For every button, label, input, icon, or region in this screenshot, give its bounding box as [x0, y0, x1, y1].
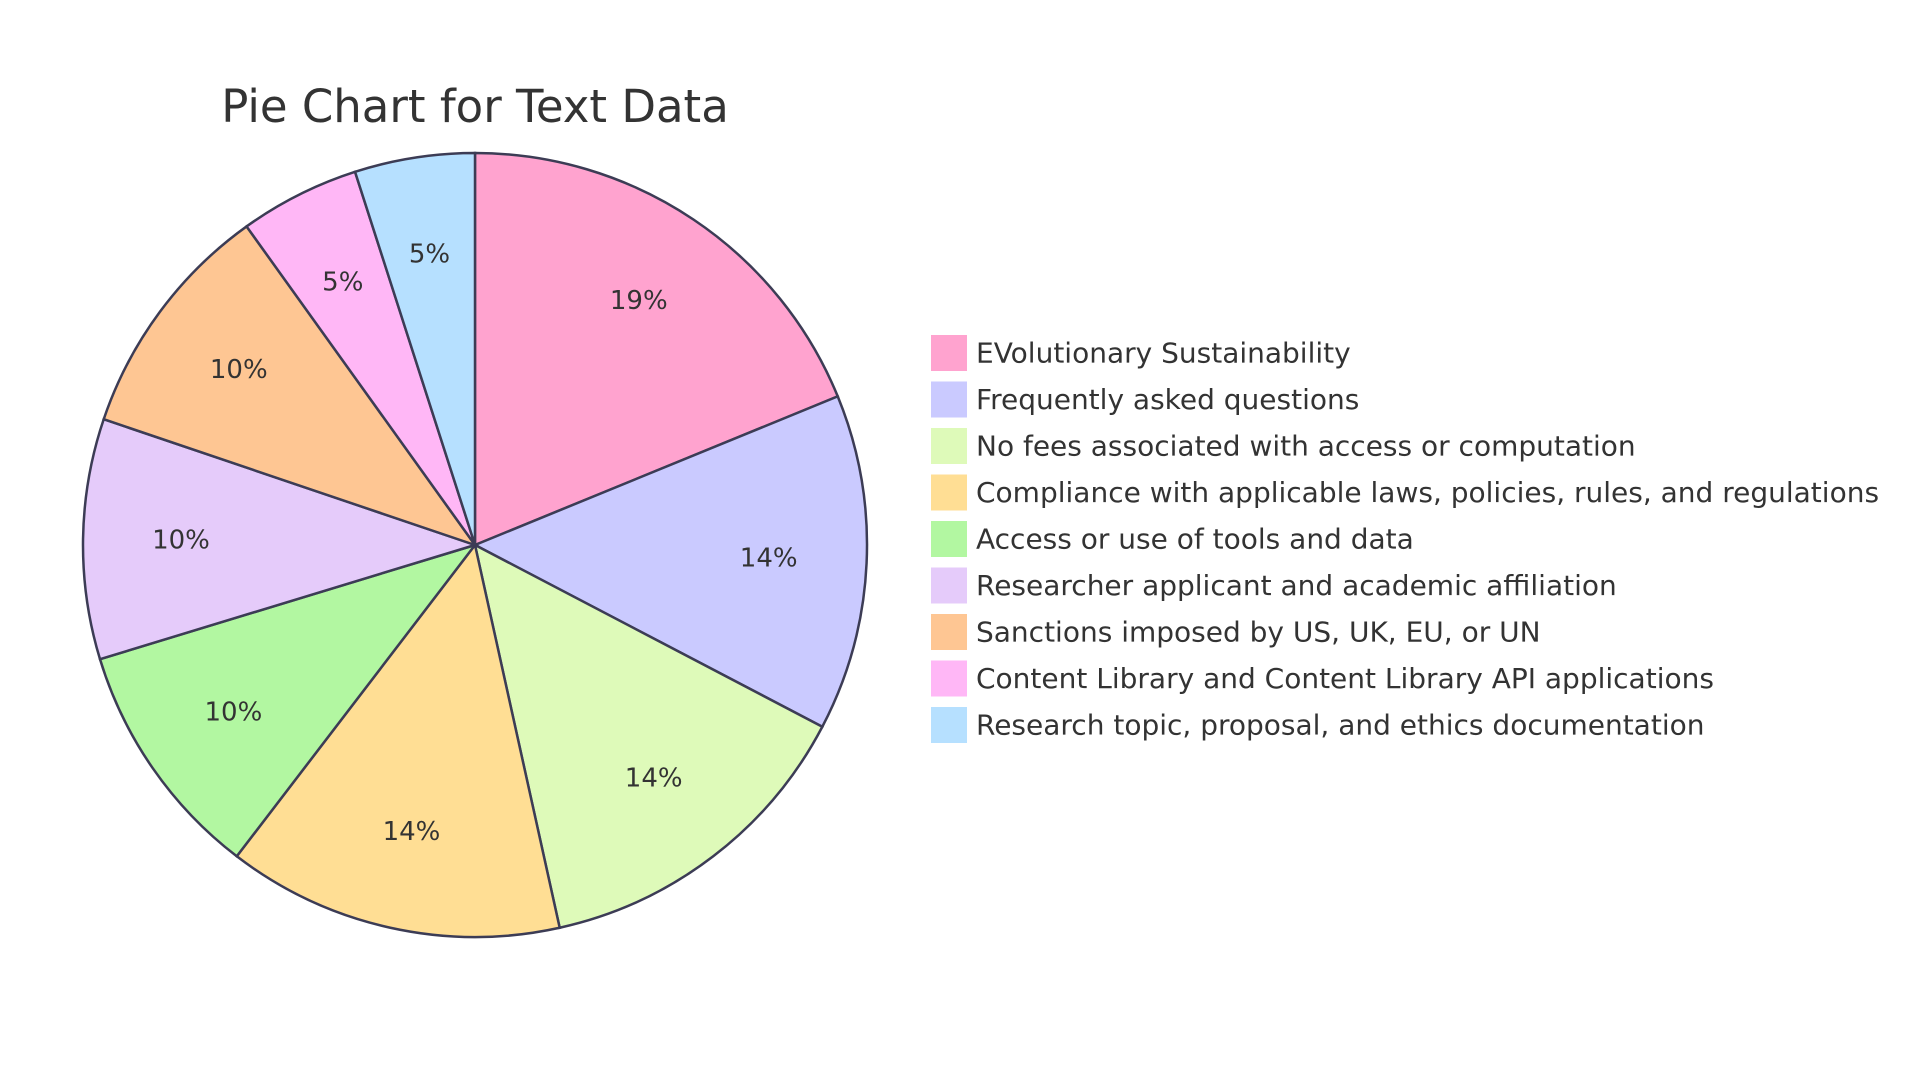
- slice-percent-label-1: 14%: [740, 544, 798, 574]
- pie-slice-6: [102, 224, 479, 548]
- slice-percent-label-3: 14%: [383, 817, 441, 847]
- legend-item-1: Frequently asked questions: [929, 379, 1359, 420]
- legend-item-8: Research topic, proposal, and ethics doc…: [929, 705, 1704, 745]
- legend-label-6: Sanctions imposed by US, UK, EU, or UN: [976, 616, 1541, 649]
- pie-slice-5: [81, 417, 480, 661]
- slice-percent-label-0: 19%: [610, 286, 668, 316]
- pie-slice-2: [473, 542, 825, 930]
- slice-percent-label-8: 5%: [409, 240, 450, 270]
- legend-label-1: Frequently asked questions: [976, 383, 1359, 416]
- pie-slice-1: [472, 394, 869, 729]
- chart-title: Pie Chart for Text Data: [221, 80, 729, 133]
- slice-percent-label-7: 5%: [322, 267, 363, 297]
- legend-item-7: Content Library and Content Library API …: [929, 658, 1714, 699]
- legend-swatch-5: [929, 565, 969, 606]
- legend-swatch-1: [929, 379, 969, 420]
- legend-swatch-8: [929, 705, 969, 745]
- legend-item-3: Compliance with applicable laws, policie…: [929, 472, 1879, 513]
- pie-slice-3: [235, 542, 562, 939]
- legend-swatch-2: [929, 426, 969, 466]
- legend-swatch-4: [929, 519, 969, 559]
- legend-label-5: Researcher applicant and academic affili…: [976, 569, 1617, 602]
- legend-label-3: Compliance with applicable laws, policie…: [976, 476, 1879, 509]
- legend-item-2: No fees associated with access or comput…: [929, 426, 1636, 466]
- legend-swatch-3: [929, 472, 969, 513]
- pie-slice-8: [353, 151, 477, 546]
- legend-swatch-7: [929, 658, 969, 699]
- legend: EVolutionary Sustainability Frequently as…: [929, 333, 1879, 745]
- legend-label-7: Content Library and Content Library API …: [976, 662, 1714, 695]
- slice-percent-label-2: 14%: [625, 764, 683, 794]
- slice-percent-label-4: 10%: [205, 698, 263, 728]
- legend-label-8: Research topic, proposal, and ethics doc…: [976, 709, 1704, 742]
- legend-label-2: No fees associated with access or comput…: [976, 430, 1636, 463]
- legend-item-4: Access or use of tools and data: [929, 519, 1414, 559]
- pie-slices: [81, 151, 869, 939]
- legend-item-5: Researcher applicant and academic affili…: [929, 565, 1617, 606]
- pie-slice-labels: 19% 14% 14% 14% 10% 10% 10% 5% 5%: [152, 240, 797, 848]
- legend-label-4: Access or use of tools and data: [976, 523, 1414, 556]
- legend-swatch-6: [929, 612, 969, 652]
- legend-item-6: Sanctions imposed by US, UK, EU, or UN: [929, 612, 1541, 652]
- pie-slice-4: [98, 542, 479, 859]
- pie-slice-0: [473, 151, 840, 547]
- legend-item-0: EVolutionary Sustainability: [929, 333, 1351, 373]
- slice-percent-label-5: 10%: [152, 525, 210, 555]
- slice-percent-label-6: 10%: [210, 355, 268, 385]
- legend-swatch-0: [929, 333, 969, 373]
- legend-label-0: EVolutionary Sustainability: [976, 337, 1351, 370]
